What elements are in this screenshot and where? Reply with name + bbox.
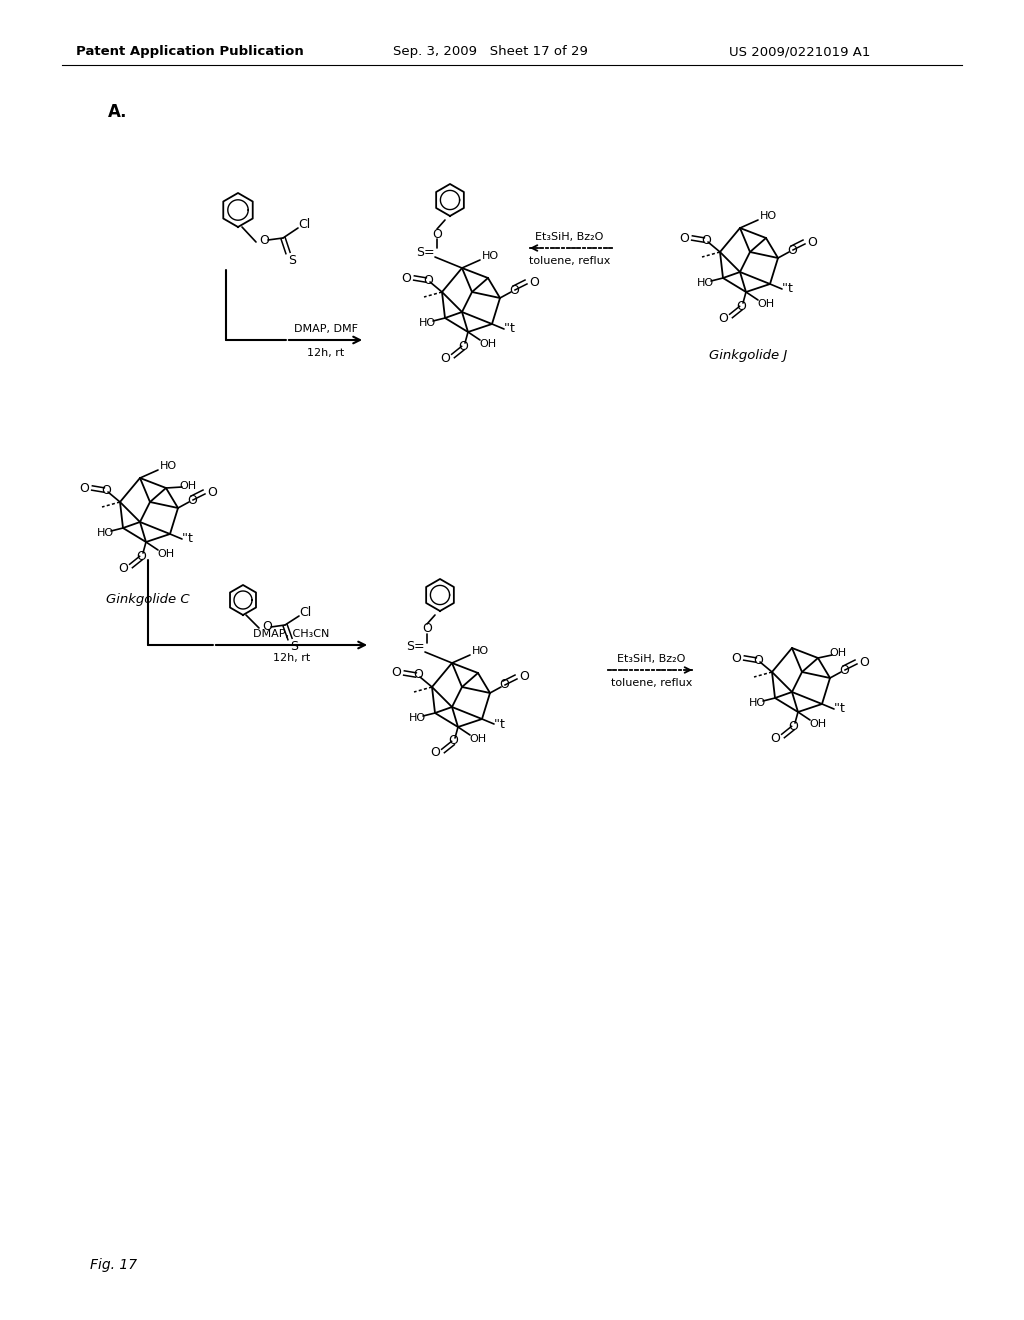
Text: O: O bbox=[509, 284, 519, 297]
Text: Et₃SiH, Bz₂O: Et₃SiH, Bz₂O bbox=[536, 232, 604, 242]
Text: OH: OH bbox=[158, 549, 174, 558]
Text: toluene, reflux: toluene, reflux bbox=[528, 256, 610, 267]
Text: HO: HO bbox=[749, 698, 766, 708]
Text: S: S bbox=[288, 253, 296, 267]
Text: O: O bbox=[753, 653, 763, 667]
Text: Fig. 17: Fig. 17 bbox=[90, 1258, 137, 1272]
Text: O: O bbox=[529, 276, 539, 289]
Text: toluene, reflux: toluene, reflux bbox=[610, 678, 692, 688]
Text: S: S bbox=[290, 639, 298, 652]
Text: O: O bbox=[718, 312, 728, 325]
Text: O: O bbox=[701, 234, 711, 247]
Text: HO: HO bbox=[160, 461, 176, 471]
Text: O: O bbox=[519, 671, 529, 684]
Text: O: O bbox=[839, 664, 849, 676]
Text: O: O bbox=[136, 549, 146, 562]
Text: DMAP, CH₃CN: DMAP, CH₃CN bbox=[253, 630, 330, 639]
Text: O: O bbox=[391, 667, 401, 680]
Text: ''t: ''t bbox=[504, 322, 516, 335]
Text: O: O bbox=[736, 300, 745, 313]
Text: O: O bbox=[731, 652, 741, 664]
Text: OH: OH bbox=[469, 734, 486, 744]
Text: 12h, rt: 12h, rt bbox=[272, 653, 310, 663]
Text: ''t: ''t bbox=[835, 702, 846, 715]
Text: HO: HO bbox=[471, 645, 488, 656]
Text: 12h, rt: 12h, rt bbox=[307, 348, 344, 358]
Text: OH: OH bbox=[479, 339, 497, 348]
Text: A.: A. bbox=[108, 103, 128, 121]
Text: Et₃SiH, Bz₂O: Et₃SiH, Bz₂O bbox=[617, 653, 686, 664]
Text: O: O bbox=[449, 734, 458, 747]
Text: S=: S= bbox=[406, 640, 424, 653]
Text: HO: HO bbox=[481, 251, 499, 261]
Text: O: O bbox=[79, 482, 89, 495]
Text: OH: OH bbox=[829, 648, 847, 657]
Text: O: O bbox=[423, 273, 433, 286]
Text: ''t: ''t bbox=[182, 532, 194, 545]
Text: Sep. 3, 2009   Sheet 17 of 29: Sep. 3, 2009 Sheet 17 of 29 bbox=[392, 45, 588, 58]
Text: O: O bbox=[187, 494, 197, 507]
Text: O: O bbox=[259, 234, 269, 247]
Text: O: O bbox=[430, 747, 440, 759]
Text: Ginkgolide J: Ginkgolide J bbox=[709, 348, 787, 362]
Text: O: O bbox=[499, 678, 509, 692]
Text: O: O bbox=[807, 235, 817, 248]
Text: O: O bbox=[770, 731, 780, 744]
Text: OH: OH bbox=[809, 719, 826, 729]
Text: OH: OH bbox=[758, 300, 774, 309]
Text: O: O bbox=[207, 486, 217, 499]
Text: US 2009/0221019 A1: US 2009/0221019 A1 bbox=[729, 45, 870, 58]
Text: O: O bbox=[458, 339, 468, 352]
Text: O: O bbox=[413, 668, 423, 681]
Text: HO: HO bbox=[96, 528, 114, 539]
Text: ''t: ''t bbox=[782, 282, 794, 296]
Text: O: O bbox=[440, 351, 450, 364]
Text: O: O bbox=[679, 231, 689, 244]
Text: DMAP, DMF: DMAP, DMF bbox=[294, 323, 357, 334]
Text: O: O bbox=[118, 561, 128, 574]
Text: ''t: ''t bbox=[494, 718, 506, 730]
Text: O: O bbox=[101, 483, 111, 496]
Text: HO: HO bbox=[696, 279, 714, 288]
Text: OH: OH bbox=[179, 480, 197, 491]
Text: Cl: Cl bbox=[298, 218, 310, 231]
Text: Patent Application Publication: Patent Application Publication bbox=[76, 45, 304, 58]
Text: HO: HO bbox=[419, 318, 435, 327]
Text: HO: HO bbox=[760, 211, 776, 220]
Text: Ginkgolide C: Ginkgolide C bbox=[106, 594, 189, 606]
Text: S=: S= bbox=[416, 246, 434, 259]
Text: Cl: Cl bbox=[299, 606, 311, 619]
Text: O: O bbox=[787, 243, 797, 256]
Text: O: O bbox=[422, 623, 432, 635]
Text: O: O bbox=[432, 227, 442, 240]
Text: HO: HO bbox=[409, 713, 426, 723]
Text: O: O bbox=[859, 656, 869, 668]
Text: O: O bbox=[262, 620, 272, 634]
Text: O: O bbox=[401, 272, 411, 285]
Text: O: O bbox=[788, 719, 798, 733]
